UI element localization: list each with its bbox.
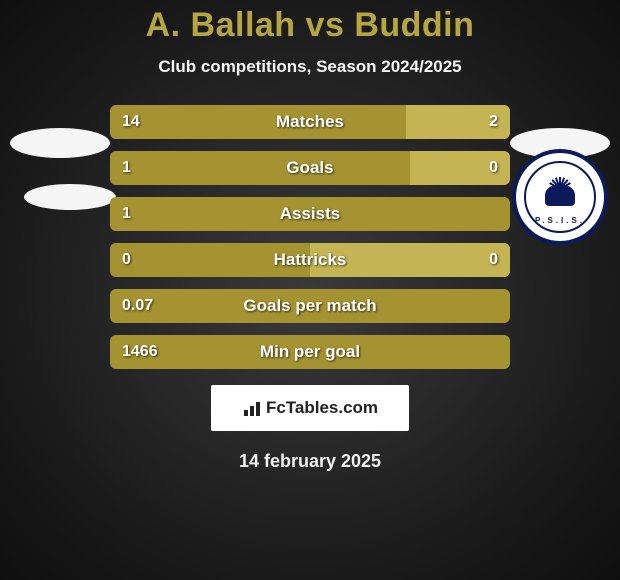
stat-value-right: 2 [489,105,498,139]
stat-value-left: 1466 [122,335,158,369]
stat-value-left: 1 [122,197,131,231]
title-vs: vs [306,6,345,44]
stat-bar-left [110,151,410,185]
stat-bar-left [110,335,510,369]
stat-value-right: 0 [489,243,498,277]
comparison-title: A. Ballah vs Buddin [146,6,475,45]
stats-zone: P.S.I.S. Matches142Goals10Assists1Hattri… [0,105,620,381]
infographic-container: A. Ballah vs Buddin Club competitions, S… [0,0,620,580]
stat-row: Hattricks00 [0,243,620,289]
stat-row: Min per goal1466 [0,335,620,381]
stat-value-left: 1 [122,151,131,185]
brand-badge[interactable]: FcTables.com [211,385,409,431]
subtitle: Club competitions, Season 2024/2025 [158,57,461,77]
player-a-name: A. Ballah [146,6,296,44]
stat-value-left: 14 [122,105,140,139]
stat-bar-left [110,197,510,231]
bar-chart-icon [242,400,262,416]
stat-row: Matches142 [0,105,620,151]
stat-bar [110,197,510,231]
player-b-name: Buddin [354,6,474,44]
stats-rows: Matches142Goals10Assists1Hattricks00Goal… [0,105,620,381]
brand-text: FcTables.com [266,398,378,418]
stat-bar [110,289,510,323]
stat-value-left: 0.07 [122,289,153,323]
stat-bar [110,243,510,277]
stat-bar [110,105,510,139]
stat-bar [110,335,510,369]
stat-value-left: 0 [122,243,131,277]
stat-value-right: 0 [489,151,498,185]
stat-bar-right [310,243,510,277]
stat-bar-left [110,243,310,277]
stat-bar [110,151,510,185]
stat-row: Goals10 [0,151,620,197]
stat-bar-left [110,289,510,323]
stat-bar-left [110,105,406,139]
stat-row: Goals per match0.07 [0,289,620,335]
date-text: 14 february 2025 [239,451,381,472]
stat-row: Assists1 [0,197,620,243]
